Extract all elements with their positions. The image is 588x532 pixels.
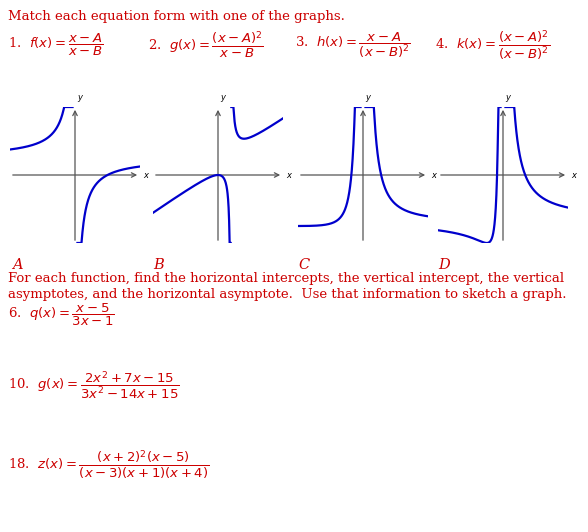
Text: 10.  $g\left(x\right)=\dfrac{2x^2+7x-15}{3x^2-14x+15}$: 10. $g\left(x\right)=\dfrac{2x^2+7x-15}{… [8, 369, 179, 401]
Text: A: A [12, 258, 22, 272]
Text: Match each equation form with one of the graphs.: Match each equation form with one of the… [8, 10, 345, 23]
Text: $x$: $x$ [143, 170, 151, 179]
Text: 4.  $k(x)=\dfrac{(x-A)^2}{(x-B)^2}$: 4. $k(x)=\dfrac{(x-A)^2}{(x-B)^2}$ [435, 28, 550, 62]
Text: $y$: $y$ [77, 93, 84, 104]
Text: 3.  $h(x)=\dfrac{x-A}{(x-B)^2}$: 3. $h(x)=\dfrac{x-A}{(x-B)^2}$ [295, 30, 411, 60]
Text: For each function, find the horizontal intercepts, the vertical intercept, the v: For each function, find the horizontal i… [8, 272, 564, 285]
Text: $x$: $x$ [431, 170, 438, 179]
Text: $y$: $y$ [220, 93, 227, 104]
Text: 6.  $q\left(x\right)=\dfrac{x-5}{3x-1}$: 6. $q\left(x\right)=\dfrac{x-5}{3x-1}$ [8, 302, 115, 328]
Text: B: B [153, 258, 163, 272]
Text: 1.  $f(x)=\dfrac{x-A}{x-B}$: 1. $f(x)=\dfrac{x-A}{x-B}$ [8, 32, 103, 58]
Text: C: C [298, 258, 309, 272]
Text: 2.  $g(x)=\dfrac{(x-A)^2}{x-B}$: 2. $g(x)=\dfrac{(x-A)^2}{x-B}$ [148, 30, 264, 60]
Text: 18.  $z\left(x\right)=\dfrac{(x+2)^2(x-5)}{(x-3)(x+1)(x+4)}$: 18. $z\left(x\right)=\dfrac{(x+2)^2(x-5)… [8, 448, 209, 481]
Text: D: D [438, 258, 450, 272]
Text: $y$: $y$ [365, 93, 372, 104]
Text: asymptotes, and the horizontal asymptote.  Use that information to sketch a grap: asymptotes, and the horizontal asymptote… [8, 288, 566, 301]
Text: $x$: $x$ [286, 170, 293, 179]
Text: $y$: $y$ [505, 93, 512, 104]
Text: $x$: $x$ [571, 170, 578, 179]
